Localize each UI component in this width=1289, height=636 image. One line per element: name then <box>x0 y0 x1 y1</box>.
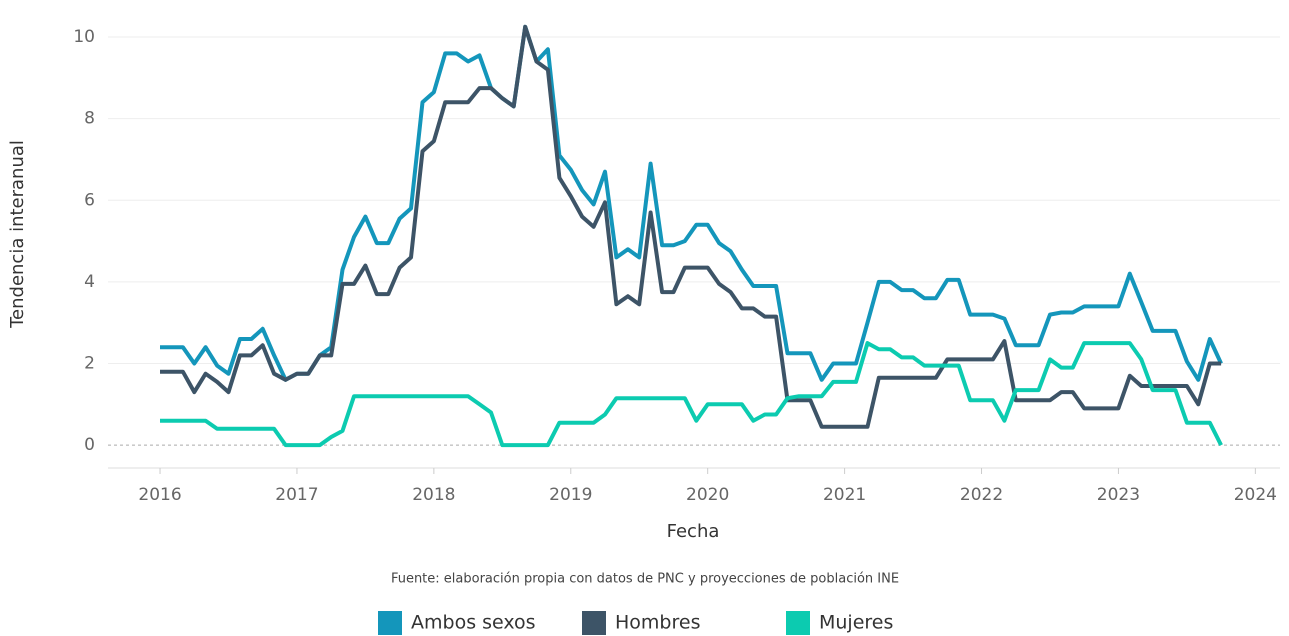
x-tick-label: 2024 <box>1234 485 1277 505</box>
y-tick-label: 4 <box>84 272 95 292</box>
x-tick-label: 2020 <box>686 485 729 505</box>
y-tick-label: 6 <box>84 190 95 210</box>
legend-label: Ambos sexos <box>411 612 536 634</box>
x-axis-title: Fecha <box>667 521 720 542</box>
legend-label: Mujeres <box>819 612 893 634</box>
legend-swatch <box>582 611 606 635</box>
line-series <box>160 24 1223 382</box>
line-series <box>160 24 1222 429</box>
y-tick-label: 10 <box>73 27 95 47</box>
x-tick-label: 2017 <box>275 485 318 505</box>
source-note: Fuente: elaboración propia con datos de … <box>391 572 899 587</box>
x-tick-label: 2023 <box>1097 485 1140 505</box>
x-tick-label: 2021 <box>823 485 866 505</box>
y-tick-label: 0 <box>84 435 95 455</box>
y-axis-title: Tendencia interanual <box>7 140 28 329</box>
y-tick-label: 2 <box>84 354 95 374</box>
legend-swatch <box>378 611 402 635</box>
x-tick-label: 2019 <box>549 485 592 505</box>
line-series <box>160 341 1223 448</box>
x-tick-label: 2022 <box>960 485 1003 505</box>
x-tick-label: 2016 <box>138 485 181 505</box>
legend-swatch <box>786 611 810 635</box>
legend-label: Hombres <box>615 612 700 634</box>
y-tick-label: 8 <box>84 109 95 129</box>
x-tick-label: 2018 <box>412 485 455 505</box>
